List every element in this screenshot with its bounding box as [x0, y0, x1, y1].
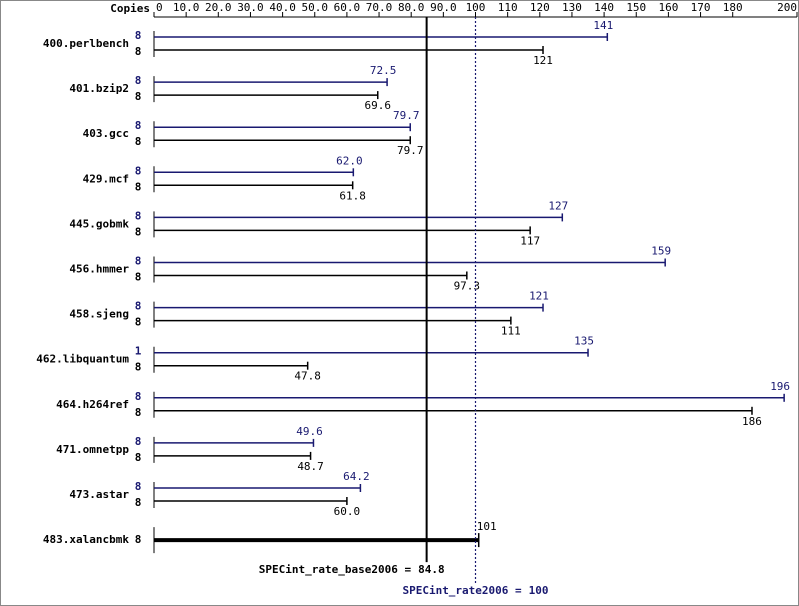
x-tick-label: 10.0	[173, 1, 200, 14]
peak-copies: 8	[135, 74, 142, 87]
copies-header: Copies	[110, 2, 150, 15]
x-tick-label: 150	[626, 1, 646, 14]
peak-value-label: 159	[651, 245, 671, 258]
x-tick-label: 180	[723, 1, 743, 14]
peak-value-label: 196	[770, 380, 790, 393]
x-tick-label: 140	[594, 1, 614, 14]
reference-label: SPECint_rate2006 = 100	[402, 584, 548, 597]
base-value-label: 97.3	[454, 280, 481, 293]
peak-copies: 8	[135, 164, 142, 177]
base-copies: 8	[135, 271, 142, 284]
x-tick-label: 200	[777, 1, 797, 14]
x-tick-label: 80.0	[398, 1, 425, 14]
benchmark-label: 471.omnetpp	[56, 443, 129, 456]
benchmark-label: 400.perlbench	[43, 37, 129, 50]
benchmark-label: 403.gcc	[83, 127, 129, 140]
x-tick-label: 170	[691, 1, 711, 14]
x-tick-label: 60.0	[334, 1, 361, 14]
peak-copies: 8	[135, 300, 142, 313]
peak-value-label: 62.0	[336, 154, 363, 167]
base-value-label: 111	[501, 325, 521, 338]
base-copies: 8	[135, 90, 142, 103]
base-copies: 8	[135, 406, 142, 419]
base-value-label: 61.8	[339, 189, 366, 202]
base-copies: 8	[135, 45, 142, 58]
peak-copies: 1	[135, 345, 142, 358]
x-tick-label: 20.0	[205, 1, 232, 14]
peak-value-label: 72.5	[370, 64, 397, 77]
benchmark-label: 483.xalancbmk	[43, 533, 129, 546]
base-copies: 8	[135, 361, 142, 374]
peak-value-label: 64.2	[343, 470, 370, 483]
x-tick-label: 90.0	[430, 1, 457, 14]
x-tick-label: 120	[530, 1, 550, 14]
peak-copies: 8	[135, 29, 142, 42]
benchmark-label: 401.bzip2	[69, 82, 129, 95]
benchmark-label: 473.astar	[69, 488, 129, 501]
peak-value-label: 121	[529, 290, 549, 303]
peak-value-label: 127	[548, 199, 568, 212]
peak-copies: 8	[135, 119, 142, 132]
peak-copies: 8	[135, 435, 142, 448]
benchmark-label: 464.h264ref	[56, 398, 129, 411]
base-copies: 8	[135, 180, 142, 193]
peak-copies: 8	[135, 480, 142, 493]
base-copies: 8	[135, 316, 142, 329]
base-value-label: 48.7	[297, 460, 324, 473]
x-tick-label: 30.0	[237, 1, 264, 14]
x-tick-label: 100	[466, 1, 486, 14]
benchmark-label: 462.libquantum	[36, 353, 129, 366]
base-value-label: 117	[520, 234, 540, 247]
base-copies: 8	[135, 225, 142, 238]
x-tick-label: 160	[658, 1, 678, 14]
x-tick-label: 40.0	[269, 1, 296, 14]
reference-label-text: SPECint_rate2006 =	[402, 584, 522, 597]
benchmark-label: 456.hmmer	[69, 263, 129, 276]
benchmark-label: 445.gobmk	[69, 217, 129, 230]
benchmark-label: 458.sjeng	[69, 308, 129, 321]
base-value-label: 101	[477, 520, 497, 533]
x-tick-label: 0	[156, 1, 163, 14]
x-tick-label: 50.0	[302, 1, 329, 14]
base-copies: 8	[135, 496, 142, 509]
peak-value-label: 141	[593, 19, 613, 32]
base-copies: 8	[135, 533, 142, 546]
x-tick-label: 110	[498, 1, 518, 14]
base-copies: 8	[135, 135, 142, 148]
base-value-label: 69.6	[365, 99, 392, 112]
x-tick-label: 130	[562, 1, 582, 14]
x-tick-label: 70.0	[366, 1, 393, 14]
base-copies: 8	[135, 451, 142, 464]
peak-value-label: 135	[574, 335, 594, 348]
base-value-label: 121	[533, 54, 553, 67]
benchmark-label: 429.mcf	[83, 172, 129, 185]
reference-label: SPECint_rate_base2006 = 84.8	[259, 563, 445, 576]
reference-value: 100	[529, 584, 549, 597]
reference-label-text: SPECint_rate_base2006 =	[259, 563, 412, 576]
base-value-label: 79.7	[397, 144, 424, 157]
peak-copies: 8	[135, 209, 142, 222]
reference-value: 84.8	[418, 563, 445, 576]
peak-copies: 8	[135, 390, 142, 403]
base-value-label: 186	[742, 415, 762, 428]
base-value-label: 47.8	[294, 370, 321, 383]
peak-value-label: 49.6	[296, 425, 323, 438]
peak-copies: 8	[135, 255, 142, 268]
base-value-label: 60.0	[334, 505, 361, 518]
peak-value-label: 79.7	[393, 109, 420, 122]
